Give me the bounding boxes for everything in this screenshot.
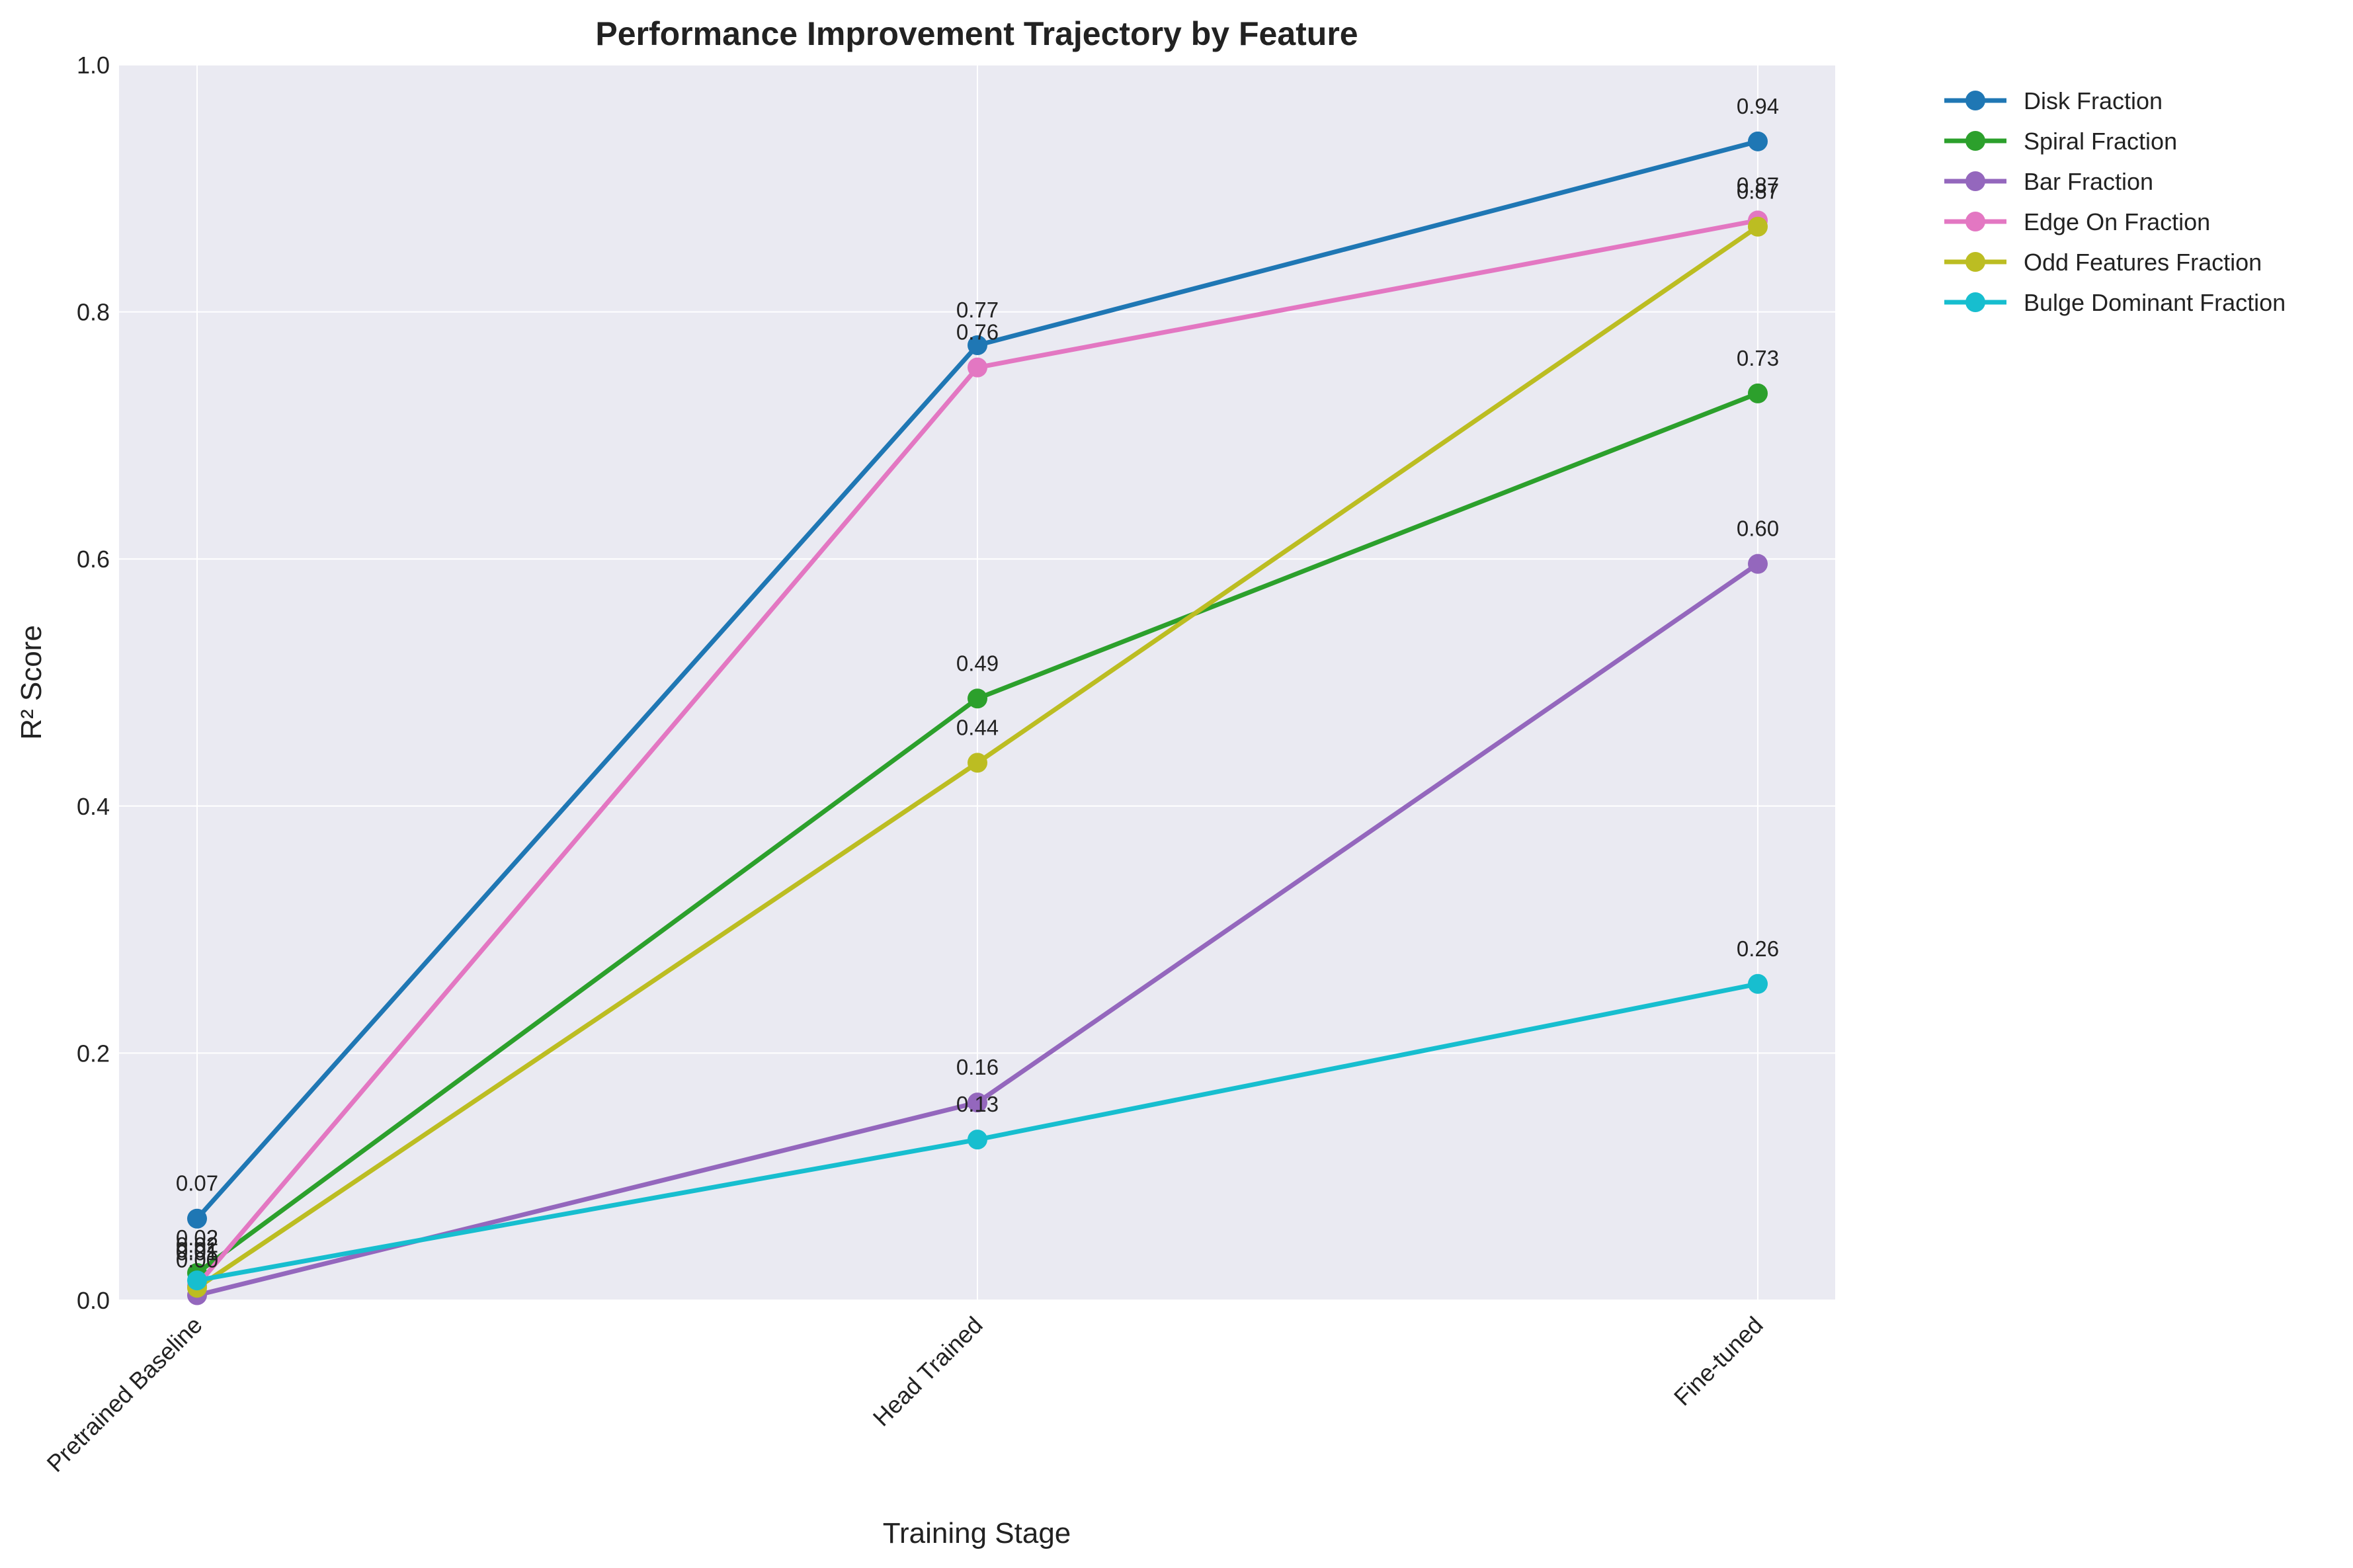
legend-label: Spiral Fraction: [2024, 128, 2177, 155]
data-label-odd-features-fraction: 0.01: [176, 1240, 218, 1264]
legend: Disk Fraction Spiral Fraction Bar Fraction…: [1944, 87, 2286, 316]
legend-item-bar-fraction: Bar Fraction: [1944, 168, 2153, 195]
data-label-bar-fraction: 0.60: [1737, 516, 1779, 541]
legend-item-spiral-fraction: Spiral Fraction: [1944, 128, 2177, 155]
data-label-bulge-dominant-fraction: 0.13: [956, 1092, 999, 1116]
data-label-bulge-dominant-fraction: 0.02: [176, 1233, 218, 1257]
data-point-bulge-dominant-fraction: [1748, 973, 1768, 994]
y-tick-label: 0.0: [77, 1287, 110, 1314]
legend-label: Bulge Dominant Fraction: [2024, 289, 2286, 316]
legend-item-disk-fraction: Disk Fraction: [1944, 87, 2163, 114]
legend-label: Disk Fraction: [2024, 87, 2163, 114]
chart-title: Performance Improvement Trajectory by Fe…: [595, 15, 1358, 52]
data-label-spiral-fraction: 0.49: [956, 651, 999, 675]
data-label-disk-fraction: 0.77: [956, 298, 999, 322]
data-point-disk-fraction: [1748, 131, 1768, 151]
y-tick-label: 0.8: [77, 299, 110, 326]
data-point-bar-fraction: [968, 1093, 987, 1113]
data-label-bar-fraction: 0.00: [176, 1248, 218, 1272]
data-label-disk-fraction: 0.94: [1737, 94, 1779, 118]
data-point-bulge-dominant-fraction: [187, 1270, 207, 1291]
data-point-spiral-fraction: [1748, 383, 1768, 403]
legend-marker: [1965, 212, 1985, 231]
y-tick-label: 1.0: [77, 52, 110, 79]
data-label-bulge-dominant-fraction: 0.26: [1737, 936, 1779, 961]
data-point-odd-features-fraction: [1748, 216, 1768, 237]
data-label-edge-on-fraction: 0.76: [956, 320, 999, 345]
legend-label: Bar Fraction: [2024, 168, 2153, 195]
data-point-odd-features-fraction: [968, 753, 987, 773]
data-label-bar-fraction: 0.16: [956, 1055, 999, 1079]
data-labels: 0.07 0.77 0.94 0.02 0.49 0.73 0.00 0.16 0.60 0.01…: [176, 94, 1779, 1272]
data-label-edge-on-fraction: 0.01: [176, 1238, 218, 1262]
legend-marker: [1965, 131, 1985, 151]
y-axis-ticks: 0.0 0.2 0.4 0.6 0.8 1.0: [77, 52, 110, 1314]
data-point-bulge-dominant-fraction: [968, 1130, 987, 1150]
legend-marker: [1965, 292, 1985, 312]
data-label-odd-features-fraction: 0.44: [956, 715, 999, 739]
legend-item-odd-features-fraction: Odd Features Fraction: [1944, 249, 2262, 276]
data-point-bar-fraction: [1748, 554, 1768, 574]
x-axis-label: Training Stage: [883, 1517, 1071, 1549]
legend-item-bulge-dominant-fraction: Bulge Dominant Fraction: [1944, 289, 2286, 316]
y-tick-label: 0.6: [77, 546, 110, 573]
data-point-disk-fraction: [187, 1208, 207, 1229]
data-label-spiral-fraction: 0.73: [1737, 346, 1779, 370]
series-layer: [187, 131, 1768, 1305]
legend-marker: [1965, 91, 1985, 110]
y-tick-label: 0.4: [77, 793, 110, 820]
y-axis-label: R² Score: [15, 625, 48, 740]
legend-label: Odd Features Fraction: [2024, 249, 2262, 276]
legend-item-edge-on-fraction: Edge On Fraction: [1944, 208, 2210, 235]
data-point-edge-on-fraction: [968, 357, 987, 378]
data-label-odd-features-fraction: 0.87: [1737, 179, 1779, 204]
data-point-disk-fraction: [968, 335, 987, 356]
y-tick-label: 0.2: [77, 1040, 110, 1067]
legend-marker: [1965, 252, 1985, 272]
data-label-spiral-fraction: 0.02: [176, 1225, 218, 1250]
legend-marker: [1965, 171, 1985, 191]
legend-label: Edge On Fraction: [2024, 208, 2210, 235]
data-point-spiral-fraction: [968, 688, 987, 709]
data-label-edge-on-fraction: 0.87: [1737, 173, 1779, 197]
data-label-disk-fraction: 0.07: [176, 1171, 218, 1196]
